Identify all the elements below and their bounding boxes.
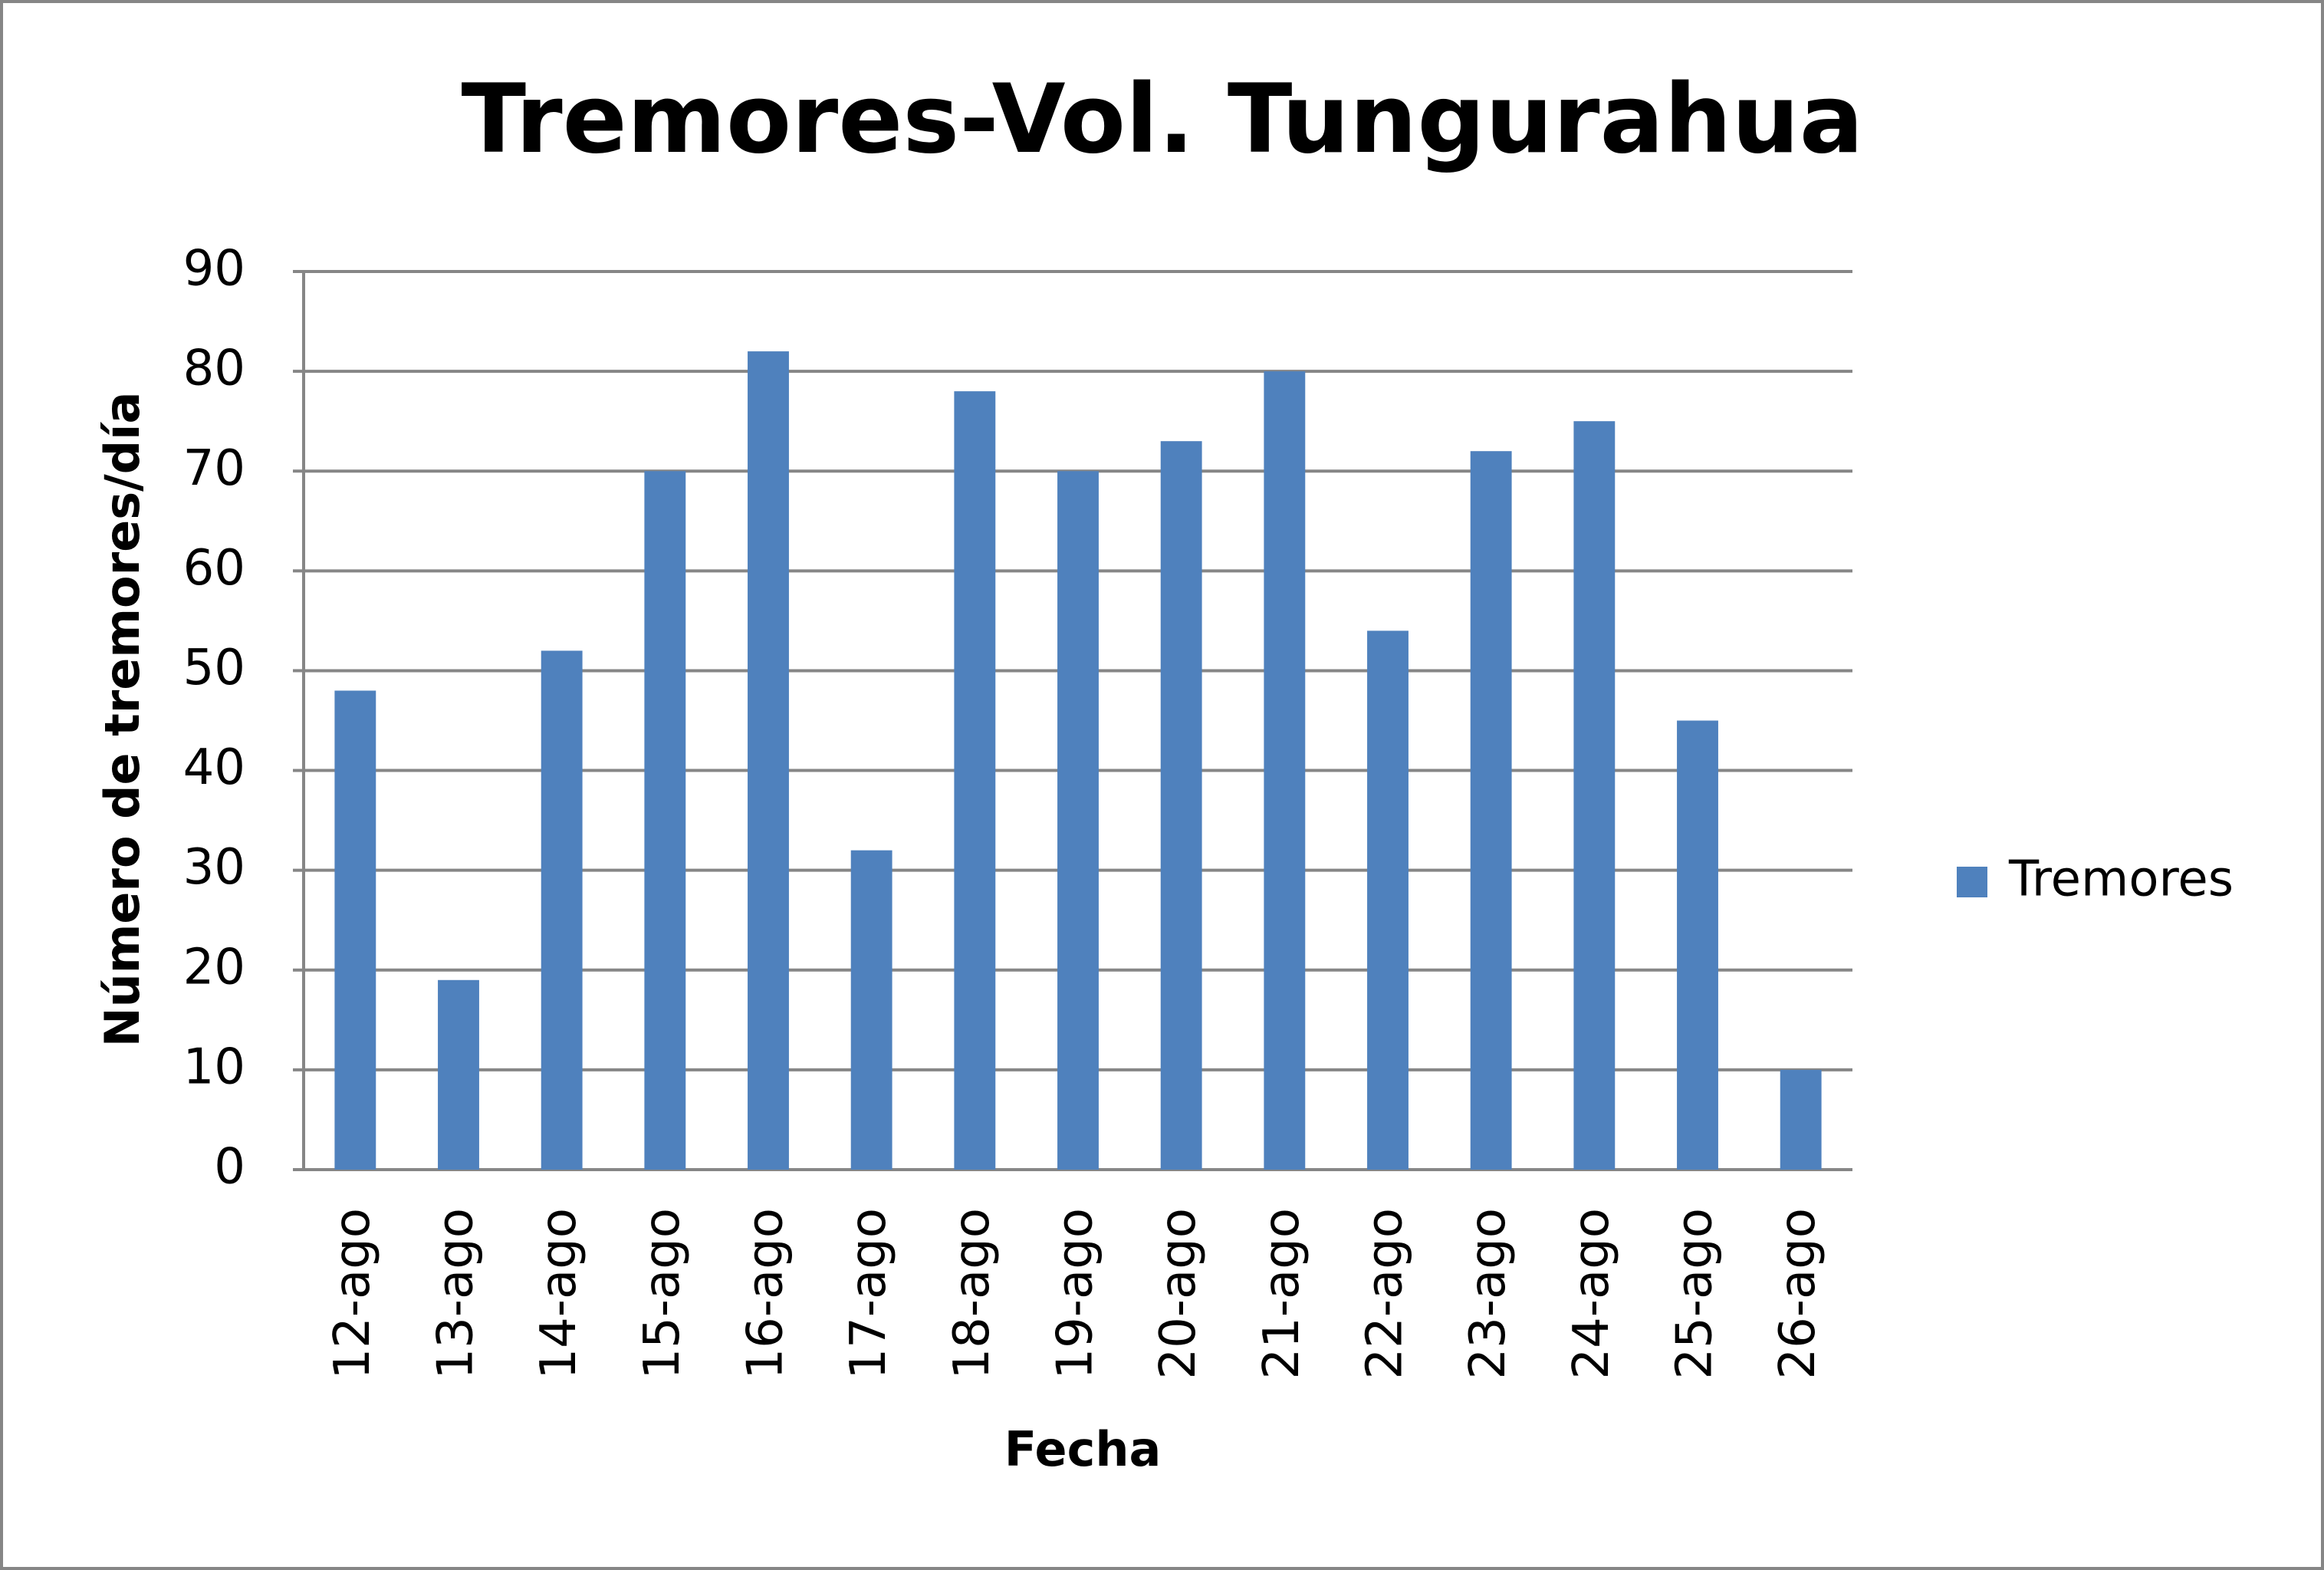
y-tick-label: 20 [183, 939, 245, 996]
bar [1160, 441, 1202, 1170]
x-tick-label: 12-ago [324, 1208, 381, 1380]
y-tick-label: 40 [183, 739, 245, 796]
legend-swatch [1957, 867, 1987, 897]
x-tick-label: 20-ago [1150, 1208, 1207, 1380]
bar [1057, 471, 1099, 1170]
x-tick-label: 17-ago [840, 1208, 897, 1380]
bar [334, 690, 376, 1170]
x-tick-label: 23-ago [1460, 1208, 1517, 1380]
y-tick-label: 60 [183, 540, 245, 597]
y-tick-label: 90 [183, 241, 245, 298]
y-tick-label: 80 [183, 341, 245, 397]
bar [1677, 720, 1718, 1170]
x-tick-label: 16-ago [738, 1208, 794, 1380]
y-tick-label: 70 [183, 440, 245, 497]
x-tick-label: 14-ago [531, 1208, 587, 1380]
bar [1264, 371, 1306, 1170]
x-tick-label: 13-ago [428, 1208, 485, 1380]
bar [1573, 421, 1616, 1170]
x-tick-label: 21-ago [1254, 1208, 1310, 1380]
x-tick-label: 26-ago [1770, 1208, 1826, 1380]
x-tick-label: 22-ago [1357, 1208, 1414, 1380]
bar [644, 471, 686, 1170]
bar [438, 979, 479, 1170]
y-tick-label: 30 [183, 839, 245, 896]
bar [1367, 630, 1409, 1170]
x-tick-label: 25-ago [1667, 1208, 1724, 1380]
chart-title: Tremores-Vol. Tungurahua [462, 64, 1864, 175]
x-tick-label: 15-ago [634, 1208, 691, 1380]
y-tick-label: 10 [183, 1038, 245, 1095]
x-tick-label: 24-ago [1563, 1208, 1620, 1380]
x-tick-label: 19-ago [1047, 1208, 1104, 1380]
bar [954, 391, 996, 1170]
y-axis-title: Número de tremores/día [94, 392, 150, 1048]
x-axis-title: Fecha [1004, 1421, 1162, 1477]
y-tick-label: 50 [183, 640, 245, 696]
bar [541, 650, 583, 1170]
x-tick-label: 18-ago [944, 1208, 1001, 1380]
bar [850, 850, 892, 1170]
bar [748, 351, 789, 1170]
bar [1780, 1069, 1822, 1170]
y-tick-label: 0 [214, 1139, 245, 1196]
legend-label: Tremores [2008, 851, 2234, 908]
bar [1470, 451, 1512, 1170]
